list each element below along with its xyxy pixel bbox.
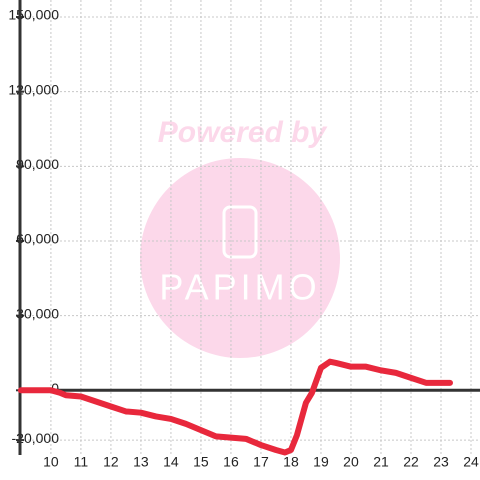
watermark-icon [222, 205, 258, 259]
y-tick-label: -20,000 [12, 430, 60, 446]
x-tick-label: 21 [373, 454, 389, 470]
x-tick-label: 13 [133, 454, 149, 470]
x-tick-label: 22 [403, 454, 419, 470]
watermark-text: Powered by [158, 116, 328, 149]
y-tick-label: 60,000 [16, 231, 59, 247]
data-line [17, 358, 453, 456]
y-tick-label: 120,000 [8, 81, 59, 97]
x-tick-label: 18 [283, 454, 299, 470]
x-tick-label: 20 [343, 454, 359, 470]
x-tick-label: 16 [223, 454, 239, 470]
x-tick-label: 10 [43, 454, 59, 470]
x-tick-label: 23 [433, 454, 449, 470]
x-tick-label: 12 [103, 454, 119, 470]
y-tick-label: 90,000 [16, 156, 59, 172]
watermark-logo: PAPIMO [159, 267, 320, 308]
x-tick-label: 14 [163, 454, 179, 470]
x-tick-label: 19 [313, 454, 329, 470]
x-tick-label: 15 [193, 454, 209, 470]
y-tick-label: 30,000 [16, 305, 59, 321]
x-tick-label: 11 [74, 454, 89, 470]
x-tick-label: 17 [253, 454, 269, 470]
y-tick-label: 0 [51, 380, 59, 396]
watermark: Powered by PAPIMO [140, 116, 340, 358]
x-tick-label: 24 [463, 454, 479, 470]
y-tick-label: 150,000 [8, 7, 59, 23]
